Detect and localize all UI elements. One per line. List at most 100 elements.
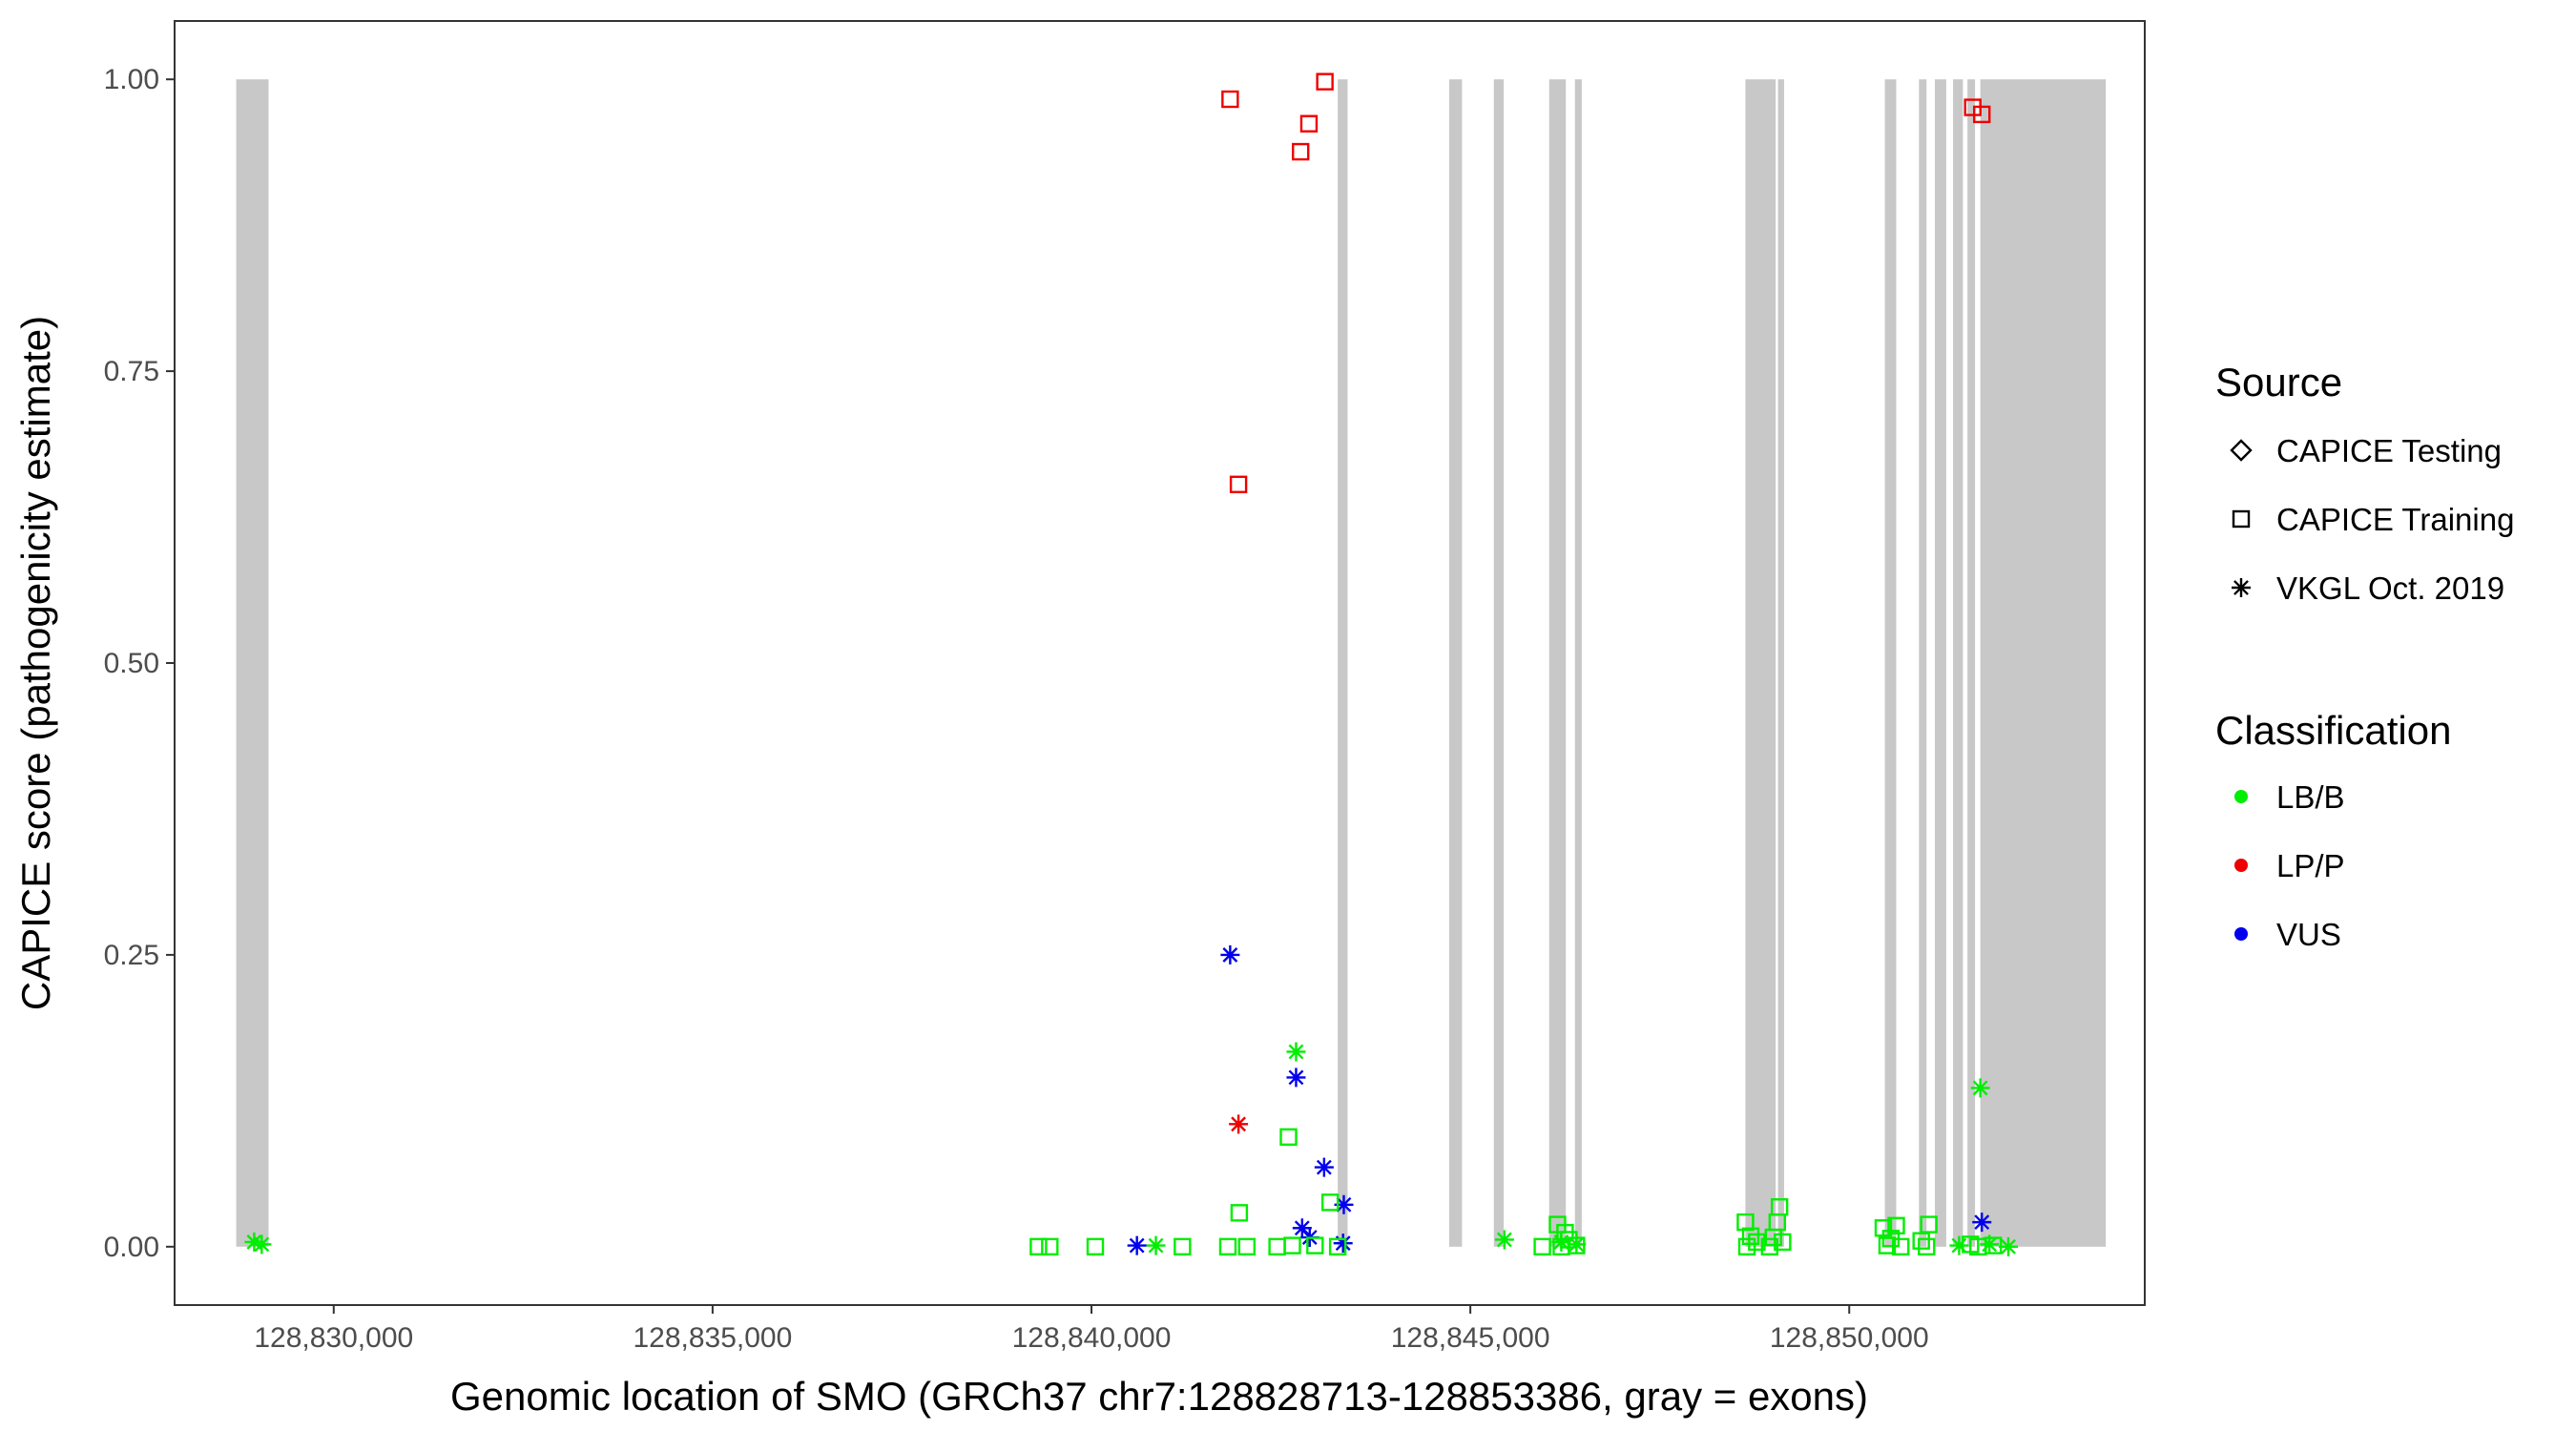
data-point [1736, 1213, 1755, 1232]
data-point [1292, 142, 1310, 161]
exon-band [1919, 79, 1927, 1247]
exon-band [1884, 79, 1897, 1247]
x-tick-label: 128,830,000 [254, 1322, 413, 1354]
x-axis: 128,830,000 128,835,000 128,840,000 128,845… [254, 1305, 1929, 1354]
data-point [1980, 1234, 2000, 1255]
data-point [252, 1234, 272, 1255]
data-point [1237, 1237, 1257, 1256]
data-point [1174, 1237, 1192, 1256]
data-point [1878, 1236, 1897, 1255]
exon-band [1548, 79, 1567, 1247]
data-point [1283, 1236, 1301, 1255]
exon-band [236, 79, 269, 1247]
data-point [1984, 1236, 2003, 1255]
data-point [1774, 1233, 1792, 1252]
data-point [1949, 1235, 1969, 1255]
data-point [1748, 1233, 1766, 1252]
data-point [1887, 1216, 1905, 1234]
x-tick-label: 128,845,000 [1391, 1322, 1550, 1354]
exon-band [1967, 79, 1976, 1247]
data-point [1220, 944, 1240, 964]
legend-source-key [2232, 578, 2251, 597]
data-point [1533, 1237, 1551, 1256]
legend-class-label: LB/B [2276, 779, 2345, 815]
data-point [1321, 1193, 1340, 1212]
legend-source-key [2232, 509, 2251, 529]
legend-class-key [2234, 927, 2248, 941]
data-point [1292, 1218, 1312, 1238]
data-point [1892, 1237, 1910, 1256]
legend-source-label: CAPICE Training [2276, 502, 2514, 537]
data-point [1218, 1237, 1237, 1256]
exon-band [1574, 79, 1582, 1247]
data-point [1912, 1232, 1930, 1250]
exon-band [1745, 79, 1776, 1247]
data-point [1086, 1237, 1105, 1256]
legend-class-key [2234, 790, 2248, 803]
legend-source-title: Source [2215, 360, 2342, 404]
plot-panel-border [174, 20, 2146, 1306]
data-point [1970, 1078, 1990, 1098]
legend-source-label: CAPICE Testing [2276, 433, 2502, 468]
legend-class-label: VUS [2276, 917, 2341, 952]
data-point [1760, 1237, 1779, 1256]
x-tick-label: 128,835,000 [633, 1322, 792, 1354]
exon-band [1493, 79, 1505, 1247]
exon-band [1953, 79, 1963, 1247]
exon-band [1448, 79, 1463, 1247]
data-point [1918, 1237, 1936, 1256]
data-point [1268, 1237, 1286, 1256]
data-point [244, 1232, 264, 1252]
legend-class-key [2234, 859, 2248, 872]
data-point [1334, 1194, 1354, 1214]
data-point [1972, 1213, 1992, 1233]
data-point [1314, 1157, 1334, 1177]
data-point [1764, 1228, 1783, 1247]
data-point [1494, 1230, 1514, 1250]
data-point [1299, 114, 1319, 133]
legend-source-key [2230, 439, 2253, 462]
y-tick-label: 0.25 [104, 940, 159, 971]
data-point [1029, 1237, 1048, 1256]
legend-source-items: CAPICE Testing CAPICE Training VKGL Oct. 2… [2230, 433, 2514, 606]
data-point [1316, 73, 1334, 91]
data-point [1999, 1236, 2019, 1256]
data-point [1552, 1237, 1570, 1256]
y-axis-title: CAPICE score (pathogenicity estimate) [13, 316, 58, 1010]
legend-source-label: VKGL Oct. 2019 [2276, 570, 2504, 606]
legend-classification-title: Classification [2215, 708, 2451, 753]
y-axis: 0.00 0.25 0.50 0.75 1.00 [104, 64, 175, 1263]
data-point [1279, 1128, 1298, 1146]
legend-classification-items: LB/B LP/P VUS [2234, 779, 2345, 952]
data-point [1230, 1204, 1249, 1222]
x-tick-label: 128,840,000 [1012, 1322, 1172, 1354]
y-tick-label: 0.00 [104, 1232, 159, 1263]
exon-band [1338, 79, 1348, 1247]
data-points [244, 73, 2019, 1256]
data-point [1041, 1237, 1059, 1256]
data-point [1146, 1235, 1166, 1255]
data-point [1973, 105, 1991, 124]
y-tick-label: 1.00 [104, 64, 159, 95]
data-point [1229, 475, 1248, 493]
exon-band [1980, 79, 2107, 1247]
data-point [1333, 1234, 1353, 1254]
data-point [1737, 1237, 1756, 1256]
data-point [1741, 1227, 1760, 1246]
x-axis-title: Genomic location of SMO (GRCh37 chr7:128… [450, 1374, 1868, 1419]
data-point [1286, 1042, 1306, 1062]
data-point [1127, 1235, 1147, 1255]
data-point [1221, 90, 1239, 109]
y-tick-label: 0.50 [104, 648, 159, 679]
legend-class-label: LP/P [2276, 848, 2345, 883]
x-tick-label: 128,850,000 [1770, 1322, 1929, 1354]
data-point [1306, 1236, 1324, 1255]
data-point [1229, 1114, 1249, 1134]
y-tick-label: 0.75 [104, 356, 159, 387]
legend: Source CAPICE Testing CAPICE Training VKGL… [2215, 360, 2514, 952]
data-point [1286, 1068, 1306, 1088]
exon-band [1777, 79, 1784, 1247]
exon-bands [236, 79, 2107, 1247]
exon-band [1934, 79, 1946, 1247]
